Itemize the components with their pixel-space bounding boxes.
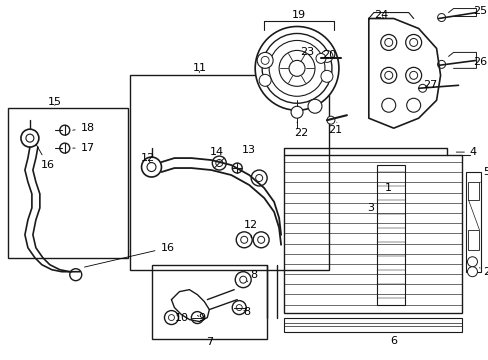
Text: 19: 19	[291, 9, 305, 19]
Circle shape	[307, 99, 321, 113]
Circle shape	[326, 116, 334, 124]
Circle shape	[253, 232, 268, 248]
Text: 8: 8	[247, 270, 257, 282]
Text: 1: 1	[385, 183, 391, 193]
Circle shape	[290, 106, 303, 118]
Text: 23: 23	[299, 48, 313, 60]
Circle shape	[235, 272, 251, 288]
Bar	[129, 75, 328, 270]
Text: 12: 12	[244, 220, 258, 238]
Circle shape	[409, 39, 417, 46]
Circle shape	[255, 27, 338, 110]
Circle shape	[147, 163, 156, 171]
Circle shape	[257, 236, 264, 243]
Circle shape	[212, 156, 226, 170]
Circle shape	[261, 57, 268, 64]
Text: 26: 26	[472, 57, 487, 67]
Text: 3: 3	[366, 203, 373, 213]
Text: 16: 16	[36, 144, 55, 170]
Circle shape	[406, 98, 420, 112]
Circle shape	[381, 98, 395, 112]
Text: 6: 6	[389, 337, 396, 346]
Circle shape	[236, 305, 242, 311]
Circle shape	[255, 175, 262, 181]
Circle shape	[409, 71, 417, 79]
Bar	[376, 165, 404, 305]
Text: 17: 17	[73, 143, 95, 153]
Circle shape	[26, 134, 34, 142]
Text: 2: 2	[478, 267, 488, 277]
Text: 16: 16	[84, 243, 174, 267]
Circle shape	[232, 163, 242, 173]
Circle shape	[437, 60, 445, 68]
Text: 24: 24	[373, 9, 387, 19]
Circle shape	[141, 157, 161, 177]
Circle shape	[259, 75, 270, 86]
Text: 11: 11	[192, 63, 206, 73]
Circle shape	[191, 311, 203, 324]
Circle shape	[405, 35, 421, 50]
Text: 9: 9	[197, 312, 204, 323]
Text: 21: 21	[327, 122, 341, 135]
Circle shape	[60, 125, 70, 135]
Bar	[8, 108, 127, 258]
Circle shape	[268, 40, 325, 96]
Circle shape	[288, 60, 305, 76]
Text: 20: 20	[321, 50, 335, 60]
Circle shape	[262, 33, 331, 103]
Text: 8: 8	[243, 307, 250, 316]
Circle shape	[380, 67, 396, 83]
Circle shape	[315, 53, 325, 63]
Circle shape	[405, 67, 421, 83]
Bar	[284, 318, 461, 332]
Circle shape	[257, 53, 273, 68]
Circle shape	[232, 301, 245, 315]
Text: 10: 10	[174, 312, 188, 323]
Circle shape	[70, 269, 81, 281]
Bar	[468, 182, 478, 200]
Circle shape	[21, 129, 39, 147]
Circle shape	[168, 315, 174, 320]
Circle shape	[320, 50, 332, 62]
Text: 12: 12	[140, 153, 154, 163]
Circle shape	[60, 143, 70, 153]
Text: 18: 18	[73, 123, 95, 133]
Circle shape	[164, 311, 178, 324]
Circle shape	[240, 236, 247, 243]
Circle shape	[236, 232, 252, 248]
Text: 7: 7	[205, 337, 212, 347]
Bar	[468, 230, 478, 250]
Text: 4: 4	[455, 147, 476, 157]
Circle shape	[437, 14, 445, 22]
Text: 22: 22	[293, 122, 307, 138]
Text: 5: 5	[479, 167, 488, 183]
Bar	[151, 265, 266, 339]
Circle shape	[251, 170, 266, 186]
Circle shape	[380, 35, 396, 50]
Circle shape	[384, 71, 392, 79]
Text: 25: 25	[472, 5, 487, 15]
Circle shape	[418, 84, 426, 92]
Bar	[284, 155, 461, 312]
Text: 14: 14	[210, 147, 224, 160]
Circle shape	[215, 159, 223, 167]
Circle shape	[467, 267, 476, 277]
Text: 13: 13	[242, 145, 256, 155]
Circle shape	[467, 257, 476, 267]
Circle shape	[279, 50, 314, 86]
Text: 15: 15	[48, 97, 61, 107]
Bar	[466, 172, 481, 272]
Circle shape	[239, 276, 246, 283]
Text: 27: 27	[423, 80, 437, 90]
Circle shape	[320, 70, 332, 82]
Circle shape	[384, 39, 392, 46]
